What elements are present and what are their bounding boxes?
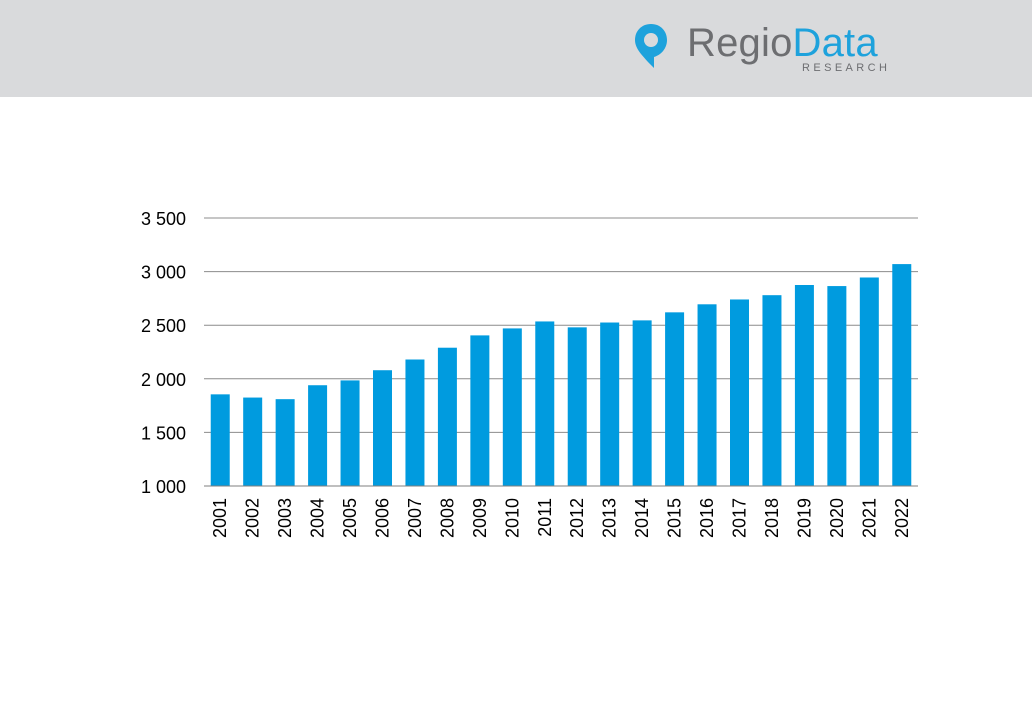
bar-2009 bbox=[470, 335, 490, 486]
x-tick-label: 2018 bbox=[762, 498, 782, 538]
x-tick-label: 2014 bbox=[632, 498, 652, 538]
y-tick-label: 2 500 bbox=[141, 316, 186, 336]
bar-2017 bbox=[730, 299, 749, 486]
x-tick-label: 2013 bbox=[600, 498, 620, 538]
x-tick-label: 2015 bbox=[665, 498, 685, 538]
x-tick-label: 2005 bbox=[340, 498, 360, 538]
x-tick-label: 2002 bbox=[243, 498, 263, 538]
bar-2008 bbox=[437, 347, 457, 486]
y-tick-label: 3 500 bbox=[141, 209, 186, 229]
bars bbox=[210, 264, 912, 486]
bar-2012 bbox=[567, 327, 587, 486]
x-tick-label: 2010 bbox=[502, 498, 522, 538]
x-tick-labels: 2001 2002 2003 2004 2005 2006 2007 2008 2009 2010… bbox=[210, 498, 912, 538]
bar-2018 bbox=[762, 295, 782, 486]
bar-2013 bbox=[600, 322, 620, 486]
header-band bbox=[0, 0, 1032, 97]
logo-accent-text: Data bbox=[792, 21, 878, 65]
bar-2014 bbox=[632, 320, 652, 486]
x-tick-label: 2019 bbox=[794, 498, 814, 538]
bar-2022 bbox=[892, 264, 912, 486]
y-tick-label: 3 000 bbox=[141, 263, 186, 283]
x-tick-label: 2004 bbox=[308, 498, 328, 538]
bar-2015 bbox=[665, 312, 685, 486]
y-tick-label: 2 000 bbox=[141, 370, 186, 390]
y-tick-label: 1 500 bbox=[141, 423, 186, 443]
x-tick-label: 2003 bbox=[275, 498, 295, 538]
bar-2021 bbox=[859, 277, 879, 486]
bar-2005 bbox=[340, 380, 360, 486]
x-tick-label: 2007 bbox=[405, 498, 425, 538]
bar-2010 bbox=[502, 328, 522, 486]
logo-subtitle: RESEARCH bbox=[802, 62, 891, 74]
x-tick-label: 2001 bbox=[210, 498, 230, 538]
x-tick-label: 2006 bbox=[373, 498, 393, 538]
regiodata-logo: RegioData RESEARCH bbox=[633, 20, 903, 80]
x-tick-label: 2011 bbox=[535, 498, 555, 537]
x-tick-label: 2012 bbox=[567, 498, 587, 538]
logo-wordmark: RegioData bbox=[687, 21, 878, 65]
y-tick-labels: 1 000 1 500 2 000 2 500 3 000 3 500 bbox=[141, 209, 186, 497]
x-tick-label: 2020 bbox=[827, 498, 847, 538]
bar-2019 bbox=[794, 285, 814, 486]
bar-2004 bbox=[308, 385, 328, 486]
x-tick-label: 2022 bbox=[892, 498, 912, 538]
x-tick-label: 2017 bbox=[730, 498, 750, 538]
bar-2002 bbox=[243, 397, 263, 486]
x-tick-label: 2009 bbox=[470, 498, 490, 538]
bar-2011 bbox=[535, 321, 555, 486]
x-tick-label: 2021 bbox=[859, 498, 879, 538]
bar-2016 bbox=[697, 304, 717, 486]
bar-2006 bbox=[373, 370, 392, 486]
bar-2020 bbox=[827, 286, 847, 486]
x-tick-label: 2016 bbox=[697, 498, 717, 538]
bar-2001 bbox=[210, 394, 230, 486]
x-tick-label: 2008 bbox=[437, 498, 457, 538]
y-tick-label: 1 000 bbox=[141, 477, 186, 497]
bar-2007 bbox=[405, 359, 425, 486]
location-pin-icon bbox=[635, 24, 667, 68]
logo-primary-text: Regio bbox=[687, 21, 793, 65]
bar-2003 bbox=[275, 399, 295, 486]
